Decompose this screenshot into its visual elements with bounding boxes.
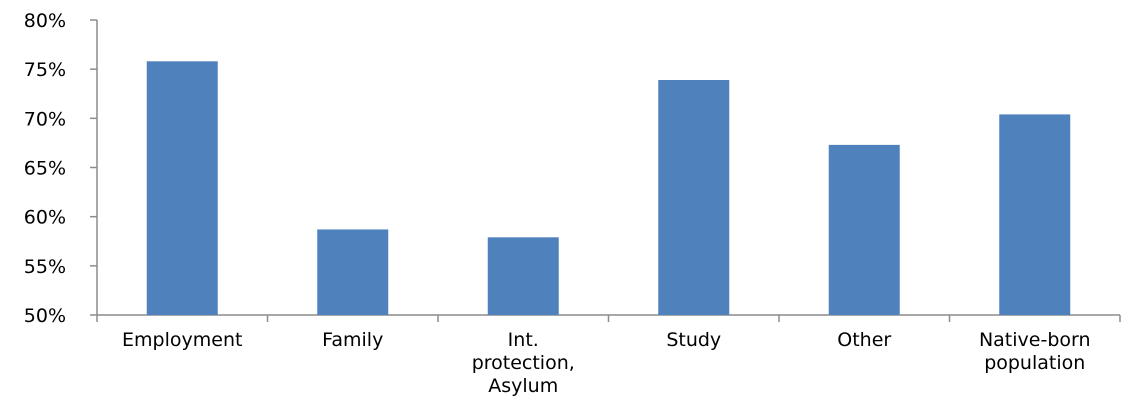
x-tick-label: Employment — [122, 329, 242, 351]
x-tick-label: Native-born population — [979, 329, 1091, 374]
y-tick-label: 55% — [24, 256, 66, 278]
bar — [658, 79, 730, 315]
bar — [487, 237, 559, 315]
y-tick-label: 50% — [24, 305, 66, 327]
x-axis: Employment Family Int. protection, Asylum Stu… — [96, 314, 1121, 397]
x-tick-label: Family — [322, 329, 383, 351]
y-tick-label: 80% — [24, 10, 66, 32]
x-tick-label: Study — [666, 329, 721, 351]
y-tick-label: 65% — [24, 158, 66, 180]
x-tick-label: Other — [837, 329, 891, 351]
y-tick-label: 60% — [24, 207, 66, 229]
bar — [999, 114, 1071, 316]
x-tick-label: Int. protection, Asylum — [472, 329, 575, 397]
y-axis: 50% 55% 60% 65% 70% 75% 80% — [24, 10, 98, 327]
bar — [146, 61, 218, 315]
y-tick-label: 75% — [24, 59, 66, 81]
y-tick-label: 70% — [24, 108, 66, 130]
bars-group — [146, 61, 1071, 316]
bar — [828, 144, 900, 315]
bar — [317, 229, 389, 315]
